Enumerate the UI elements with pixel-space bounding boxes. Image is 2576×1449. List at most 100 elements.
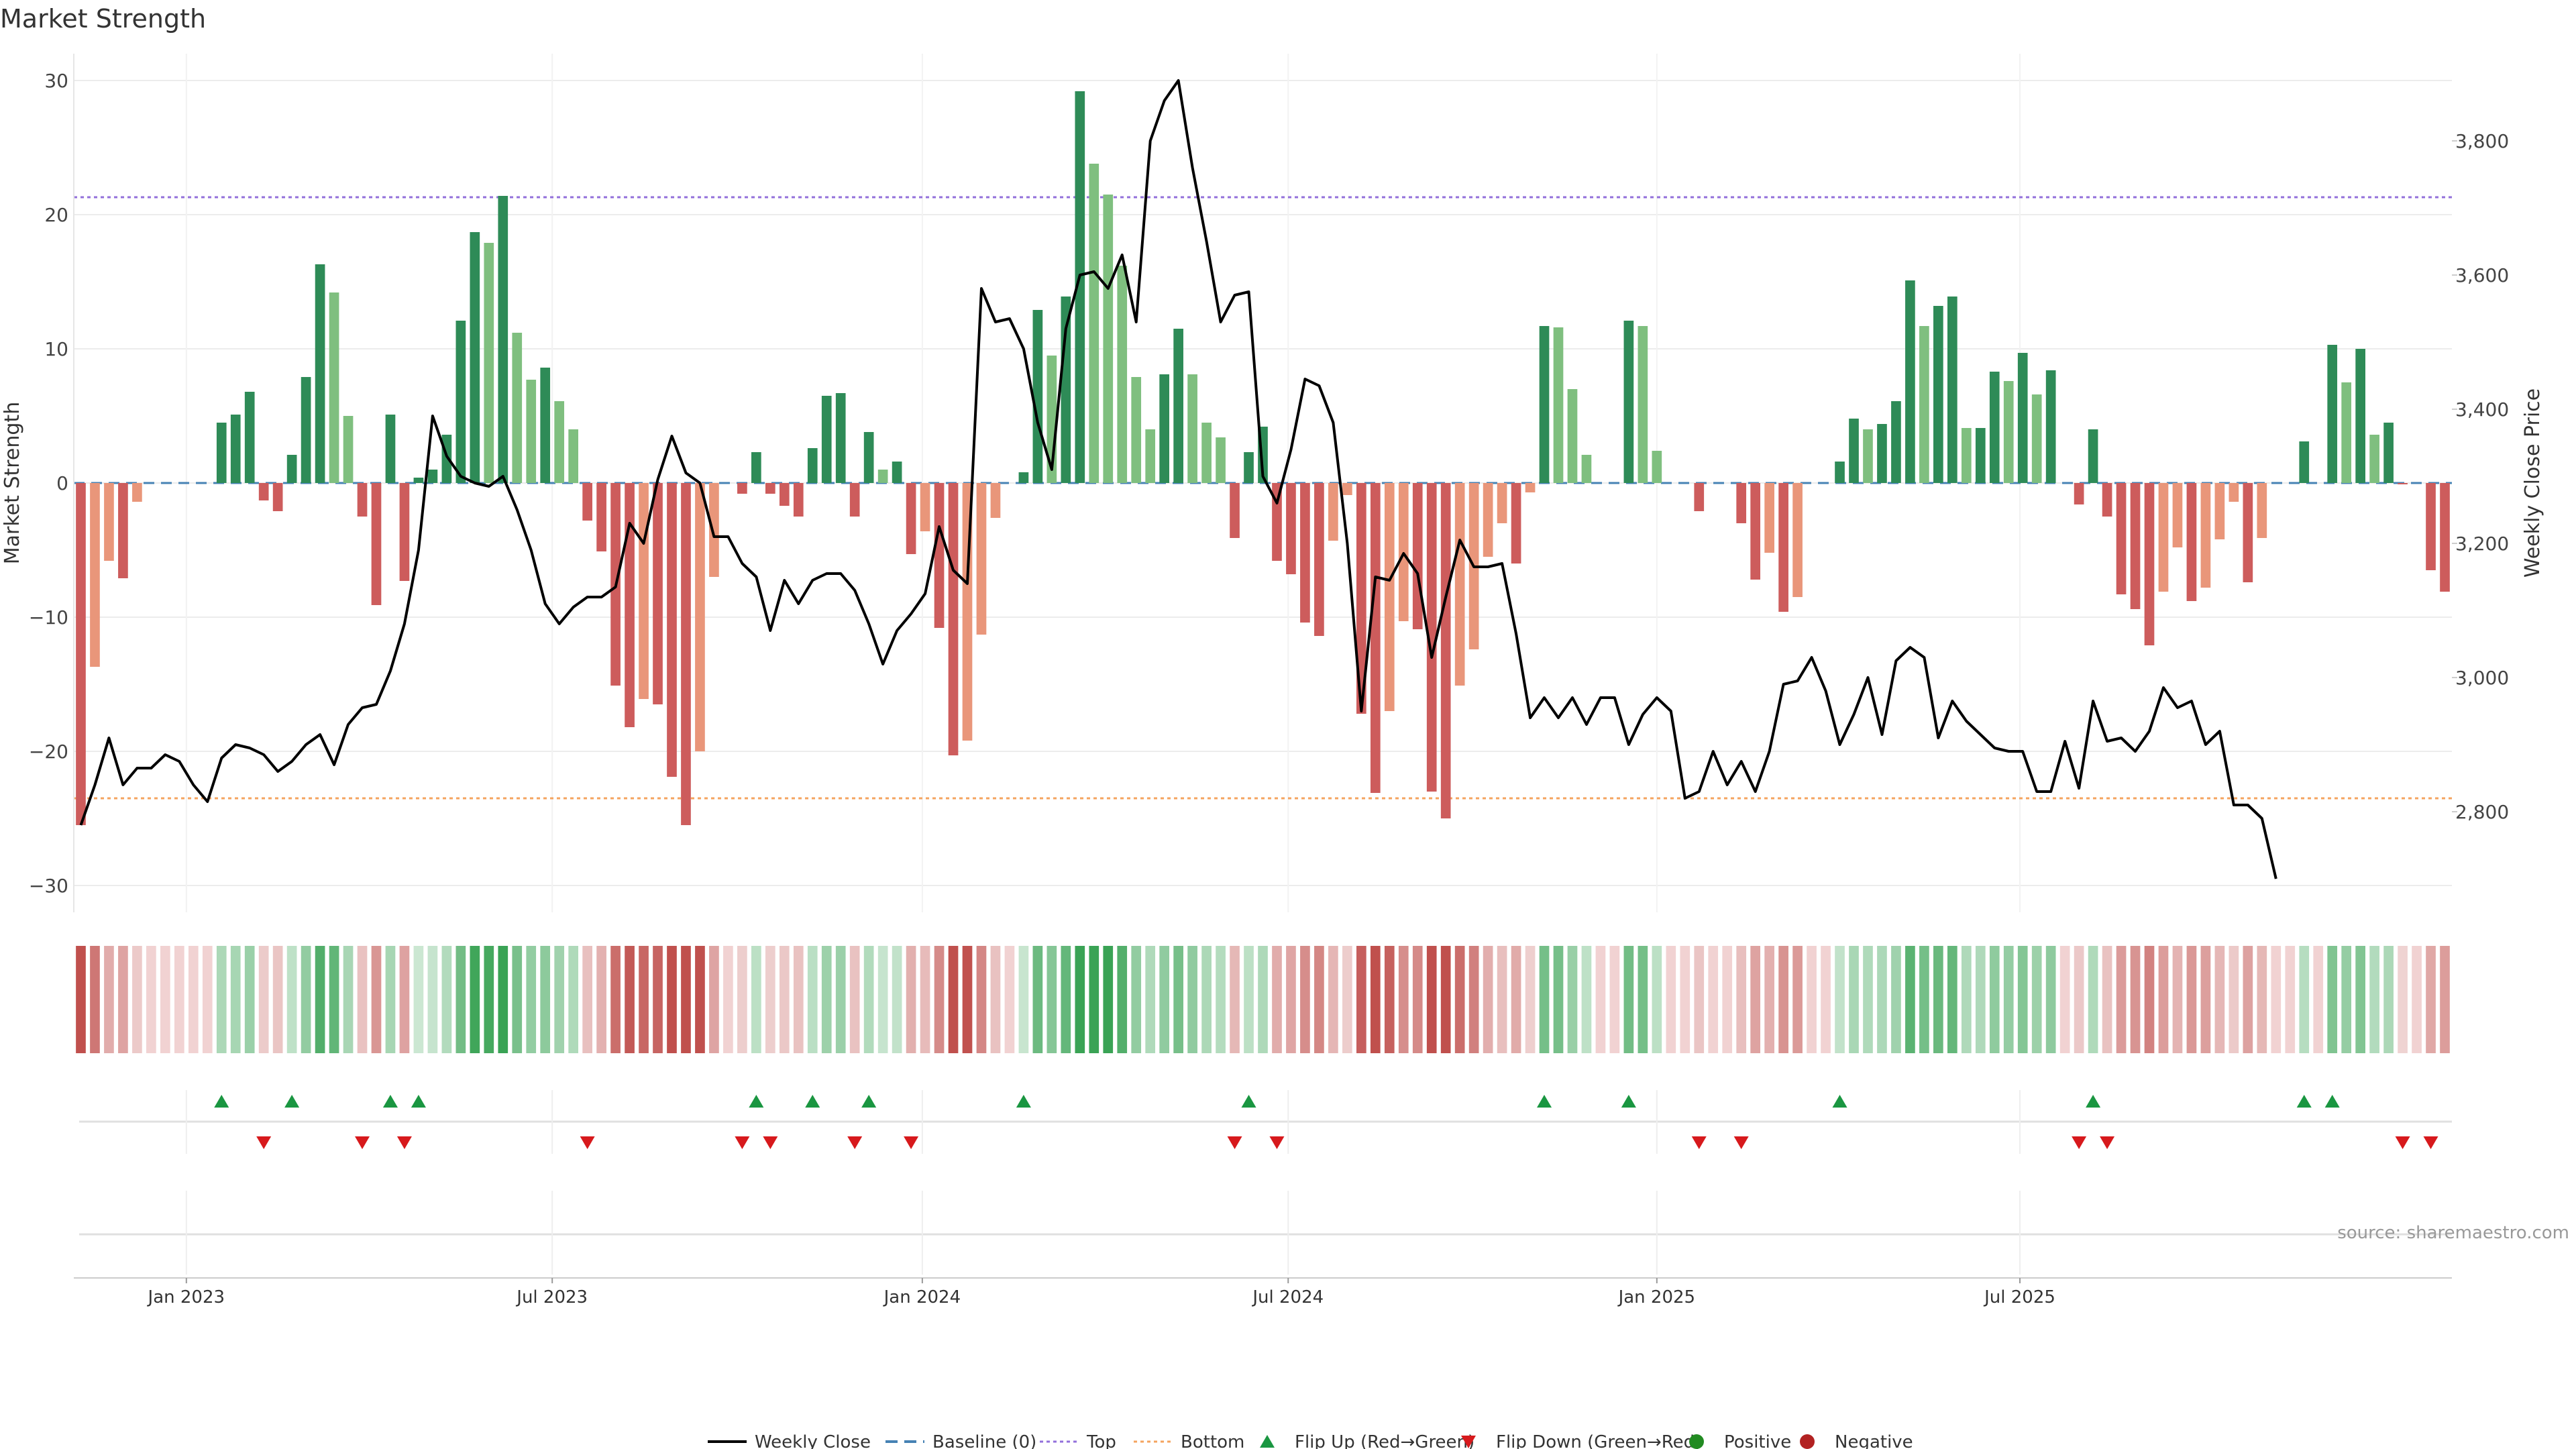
strength-bar: [1328, 483, 1338, 541]
flip-down-marker: [2395, 1136, 2410, 1149]
strength-bar: [357, 483, 368, 517]
heatmap-cell: [2003, 946, 2014, 1053]
source-note: source: sharemaestro.com: [2337, 1223, 2569, 1243]
heatmap-cell: [1187, 946, 1197, 1053]
strength-bar: [1778, 483, 1788, 612]
heatmap-cell: [2158, 946, 2169, 1053]
strength-bar: [329, 292, 339, 483]
heatmap-cell: [132, 946, 142, 1053]
y2-axis-title: Weekly Close Price: [2521, 388, 2544, 578]
heatmap-cell: [2017, 946, 2028, 1053]
x-tick-label: Jan 2023: [147, 1287, 225, 1307]
strength-bar: [1412, 483, 1423, 629]
heatmap-cell: [1440, 946, 1451, 1053]
flip-up-marker: [861, 1095, 877, 1108]
heatmap-cell: [2186, 946, 2197, 1053]
strength-bar: [1089, 164, 1099, 483]
strength-bar: [216, 423, 227, 483]
strength-bar: [1961, 428, 1972, 483]
y-tick-label: −10: [29, 606, 68, 629]
strength-bar: [2440, 483, 2450, 592]
y2-tick-label: 2,800: [2455, 801, 2509, 823]
strength-bar: [568, 429, 579, 483]
flip-down-marker: [2100, 1136, 2115, 1149]
heatmap-cell: [2355, 946, 2365, 1053]
heatmap-cell: [1652, 946, 1662, 1053]
strength-bar: [286, 455, 297, 483]
heatmap-cell: [357, 946, 368, 1053]
heatmap-cell: [1004, 946, 1015, 1053]
legend-label: Negative: [1835, 1432, 1913, 1449]
strength-bar: [1525, 483, 1536, 492]
flip-up-marker: [2324, 1095, 2340, 1108]
heatmap-cell: [2172, 946, 2183, 1053]
strength-bar: [1877, 424, 1887, 483]
strength-bar: [793, 483, 804, 517]
x-tick-label: Jan 2024: [883, 1287, 961, 1307]
x-tick-label: Jul 2024: [1251, 1287, 1324, 1307]
strength-bar: [244, 392, 255, 483]
heatmap-cell: [2271, 946, 2282, 1053]
strength-bar: [385, 415, 396, 483]
strength-bar: [1370, 483, 1381, 793]
strength-bar: [2017, 353, 2028, 483]
heatmap-cell: [1356, 946, 1366, 1053]
strength-bar: [1863, 429, 1873, 483]
legend-item-weekly_close: Weekly Close: [708, 1432, 871, 1449]
strength-bar: [1849, 419, 1859, 483]
heatmap-cell: [920, 946, 930, 1053]
strength-bar: [272, 483, 283, 511]
heatmap-cell: [2229, 946, 2239, 1053]
strength-bar: [1567, 389, 1578, 483]
heatmap-cell: [1778, 946, 1788, 1053]
strength-bar: [1173, 329, 1183, 483]
strength-bar: [1581, 455, 1592, 483]
strength-bar: [934, 483, 945, 628]
strength-bar: [1835, 462, 1845, 483]
heatmap-cell: [723, 946, 733, 1053]
strength-bar: [1440, 483, 1451, 818]
x-tick-label: Jul 2023: [515, 1287, 588, 1307]
heatmap-cell: [371, 946, 382, 1053]
strength-bar: [1356, 483, 1366, 714]
heatmap-cell: [2200, 946, 2211, 1053]
strength-bar: [920, 483, 930, 531]
legend-label: Baseline (0): [932, 1432, 1036, 1449]
strength-bar: [2355, 349, 2365, 483]
flip-up-marker: [2086, 1095, 2101, 1108]
heatmap-cell: [1891, 946, 1901, 1053]
heatmap-cell: [1468, 946, 1479, 1053]
y2-tick-label: 3,200: [2455, 533, 2509, 555]
heatmap-cell: [1328, 946, 1338, 1053]
heatmap-cell: [2341, 946, 2352, 1053]
strength-bar: [2327, 345, 2338, 483]
strength-bar: [1919, 326, 1929, 483]
heatmap-cell: [1398, 946, 1409, 1053]
heatmap-cell: [1722, 946, 1733, 1053]
heatmap-cell: [1680, 946, 1690, 1053]
strength-bar: [596, 483, 606, 551]
heatmap-cell: [849, 946, 860, 1053]
heatmap-cell: [1412, 946, 1423, 1053]
heatmap-cell: [498, 946, 508, 1053]
strength-bar: [1201, 423, 1212, 483]
y-tick-label: 10: [44, 338, 68, 360]
heatmap-cell: [90, 946, 100, 1053]
flip-up-marker: [1016, 1095, 1031, 1108]
heatmap-cell: [2257, 946, 2267, 1053]
legend-item-top: Top: [1040, 1432, 1116, 1449]
heatmap-cell: [2116, 946, 2127, 1053]
legend-item-negative: Negative: [1800, 1432, 1913, 1449]
strength-bar: [1300, 483, 1310, 623]
strength-bar: [1792, 483, 1803, 597]
heatmap-cell: [1961, 946, 1972, 1053]
strength-bar: [1975, 428, 1986, 483]
strength-bar: [1764, 483, 1774, 553]
heatmap-cell: [962, 946, 973, 1053]
strength-bar: [737, 483, 747, 494]
heatmap-cell: [1244, 946, 1254, 1053]
strength-bar: [1272, 483, 1282, 561]
strength-bar: [315, 264, 325, 483]
heatmap-cell: [793, 946, 804, 1053]
